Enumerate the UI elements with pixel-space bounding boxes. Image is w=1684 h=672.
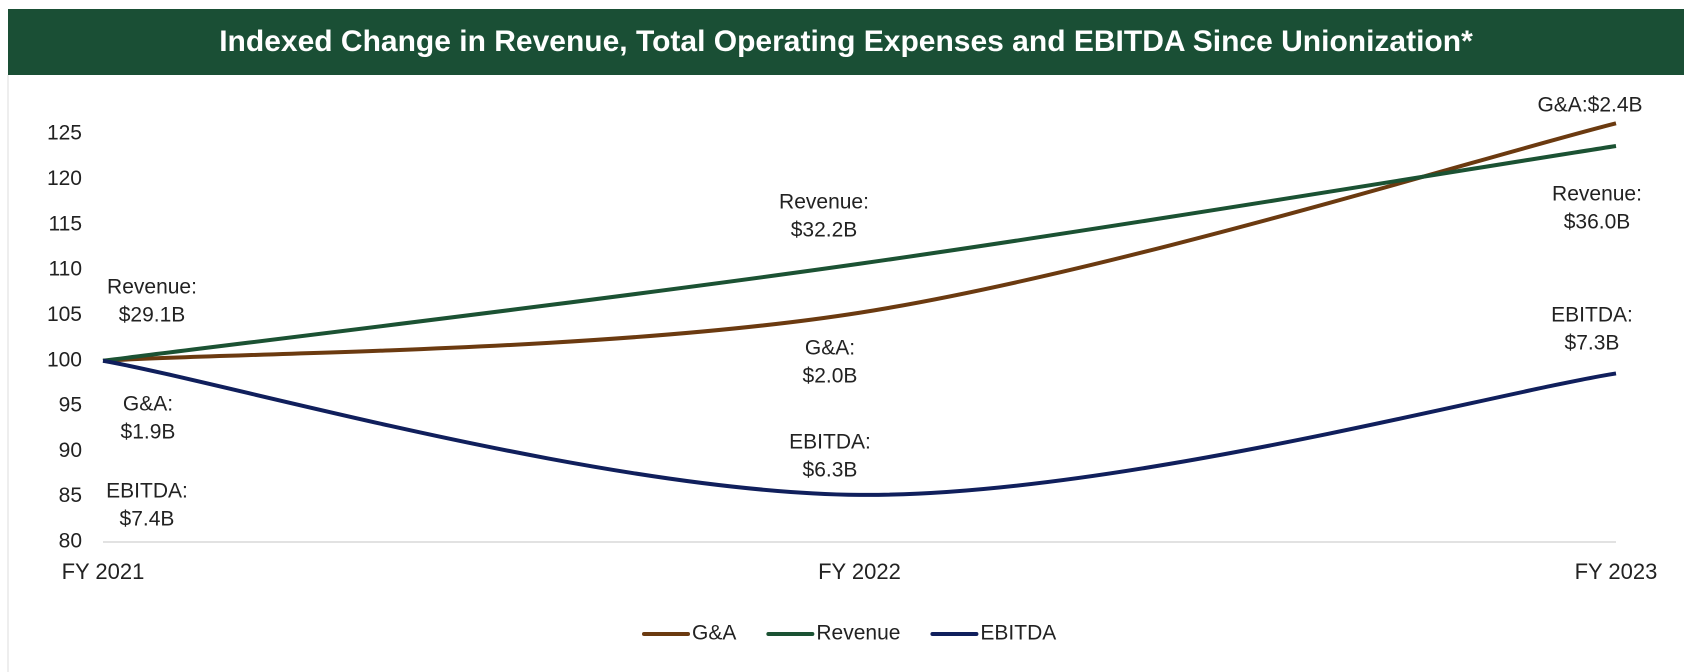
x-tick-label: FY 2022 <box>818 559 901 584</box>
annotation: G&A: <box>123 393 173 416</box>
annotation: Revenue: <box>779 191 869 214</box>
x-tick-label: FY 2021 <box>62 559 145 584</box>
annotation: $1.9B <box>121 421 176 444</box>
series-line <box>102 143 1617 363</box>
annotation: Revenue: <box>107 276 197 299</box>
title-band <box>8 9 1684 75</box>
y-tick-label: 80 <box>59 530 82 553</box>
x-tick-label: FY 2023 <box>1575 559 1658 584</box>
annotation: $6.3B <box>803 459 858 482</box>
annotation: $7.3B <box>1565 332 1620 355</box>
y-tick-label: 115 <box>49 212 82 235</box>
legend-label: EBITDA <box>980 622 1056 645</box>
annotation: EBITDA: <box>106 480 188 503</box>
annotation: $36.0B <box>1564 211 1631 234</box>
annotation: G&A: <box>805 337 855 360</box>
y-tick-label: 105 <box>47 303 82 326</box>
y-tick-label: 85 <box>59 484 82 507</box>
annotation: EBITDA: <box>1551 304 1633 327</box>
chart-title: Indexed Change in Revenue, Total Operati… <box>219 25 1473 58</box>
y-tick-label: 90 <box>59 439 82 462</box>
annotation: EBITDA: <box>789 431 871 454</box>
annotation: $2.0B <box>803 365 858 388</box>
y-tick-label: 125 <box>47 122 82 145</box>
annotation: $29.1B <box>119 304 186 327</box>
annotation: G&A:$2.4B <box>1537 94 1642 117</box>
y-tick-label: 100 <box>47 348 82 371</box>
legend-label: Revenue <box>816 622 900 645</box>
series-line <box>102 358 1617 497</box>
y-tick-label: 120 <box>47 167 82 190</box>
y-tick-label: 110 <box>49 258 82 281</box>
y-tick-label: 95 <box>59 394 82 417</box>
annotation: $7.4B <box>120 508 175 531</box>
annotation: Revenue: <box>1552 183 1642 206</box>
annotation: $32.2B <box>791 219 858 242</box>
legend-label: G&A <box>692 622 736 645</box>
